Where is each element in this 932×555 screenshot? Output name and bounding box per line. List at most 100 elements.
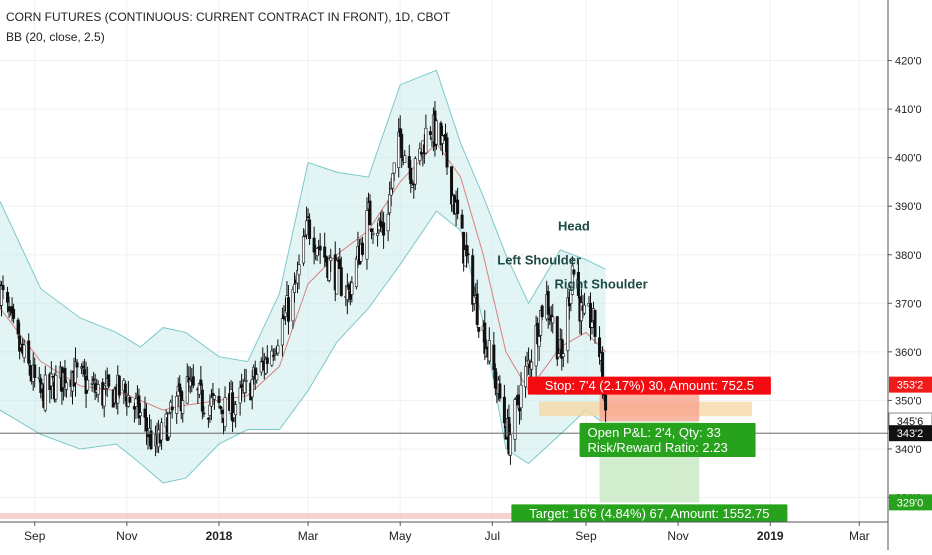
y-tick-label: 410'0 — [895, 104, 922, 116]
candle-body — [273, 353, 277, 356]
candle-body — [128, 396, 132, 403]
candle-body — [208, 404, 212, 416]
x-tick-label: Jul — [485, 529, 500, 543]
y-tick-label: 350'0 — [895, 395, 922, 407]
candle-body — [305, 220, 309, 236]
candle-body — [407, 156, 411, 168]
x-tick-label: May — [389, 529, 412, 543]
candle-body — [291, 289, 295, 322]
candle-body — [270, 350, 274, 366]
candle-body — [181, 400, 185, 414]
price-tag-stop — [889, 376, 932, 393]
candle-body — [303, 235, 307, 238]
candle-body — [546, 291, 550, 315]
candle-body — [27, 340, 31, 364]
candle-body — [51, 375, 55, 378]
candle-body — [217, 395, 221, 403]
candle-body — [102, 389, 106, 407]
candle-body — [286, 297, 290, 322]
candle-body — [138, 412, 142, 417]
x-tick-label: Nov — [667, 529, 688, 543]
symbol-title: CORN FUTURES (CONTINUOUS: CURRENT CONTRA… — [6, 10, 451, 24]
candle-body — [555, 316, 559, 360]
grid — [0, 0, 888, 522]
candle-body — [202, 412, 206, 415]
candle-body — [16, 319, 20, 335]
candle-body — [365, 210, 369, 260]
candle-body — [318, 245, 322, 251]
target-label-bg — [511, 504, 788, 523]
candle-body — [598, 337, 602, 358]
candle-body — [413, 158, 417, 185]
candle-body — [539, 310, 543, 336]
candle-body — [54, 374, 58, 400]
candle-body — [64, 382, 68, 390]
candle-body — [243, 380, 247, 393]
candle-body — [123, 383, 127, 393]
price-tag-label: 353'2 — [897, 380, 924, 392]
candle-body — [238, 387, 242, 404]
y-tick-label: 360'0 — [895, 347, 922, 359]
candle-body — [223, 397, 227, 427]
candle-body — [434, 120, 438, 145]
candle-body — [354, 257, 358, 288]
candle-body — [146, 434, 150, 438]
y-tick-label: 390'0 — [895, 201, 922, 213]
y-tick-label: 400'0 — [895, 153, 922, 165]
candle-body — [370, 228, 374, 232]
candle-body — [33, 364, 37, 378]
candle-body — [513, 399, 517, 440]
x-tick-label: Mar — [298, 529, 319, 543]
candle-body — [49, 373, 53, 387]
pnl-box — [579, 423, 756, 458]
candle-body — [134, 398, 138, 407]
candle-body — [206, 417, 210, 420]
candle-body — [117, 375, 121, 396]
candle-body — [566, 297, 570, 351]
candle-body — [90, 383, 94, 385]
pattern-label: Head — [558, 218, 590, 233]
candle-body — [376, 233, 380, 236]
candle-body — [220, 409, 224, 415]
candle-body — [428, 131, 432, 136]
y-tick-label: 420'0 — [895, 56, 922, 68]
y-tick-label: 380'0 — [895, 250, 922, 262]
candle-body — [540, 305, 544, 318]
candle-body — [388, 194, 392, 214]
candle-body — [18, 335, 22, 352]
candle-body — [537, 336, 541, 347]
candle-body — [255, 374, 259, 381]
candle-body — [487, 340, 491, 362]
candle-body — [218, 406, 222, 409]
candle-body — [43, 374, 47, 411]
candle-body — [335, 259, 339, 295]
candle-body — [327, 258, 331, 281]
candle-body — [12, 308, 16, 319]
candle-body — [297, 264, 301, 276]
candle-body — [472, 295, 476, 304]
candle-body — [551, 316, 555, 324]
candle-body — [582, 304, 586, 314]
candle-body — [86, 379, 90, 391]
candle-body — [579, 302, 583, 322]
price-tag-label: 345'6 — [897, 416, 924, 428]
candles — [0, 101, 608, 465]
candle-body — [524, 365, 528, 388]
candle-body — [149, 430, 153, 450]
candle-body — [167, 413, 171, 438]
candle-body — [518, 408, 522, 412]
x-tick-label: Mar — [849, 529, 870, 543]
candle-body — [283, 310, 287, 317]
candle-body — [475, 293, 479, 325]
candle-body — [143, 408, 147, 418]
candle-body — [576, 271, 580, 296]
bottom-zone — [0, 513, 540, 519]
price-tag-label: 343'2 — [897, 428, 924, 440]
candle-body — [92, 378, 96, 381]
candle-body — [212, 395, 216, 400]
x-tick-label: Nov — [116, 529, 137, 543]
candle-body — [6, 291, 10, 303]
candle-body — [462, 231, 466, 264]
